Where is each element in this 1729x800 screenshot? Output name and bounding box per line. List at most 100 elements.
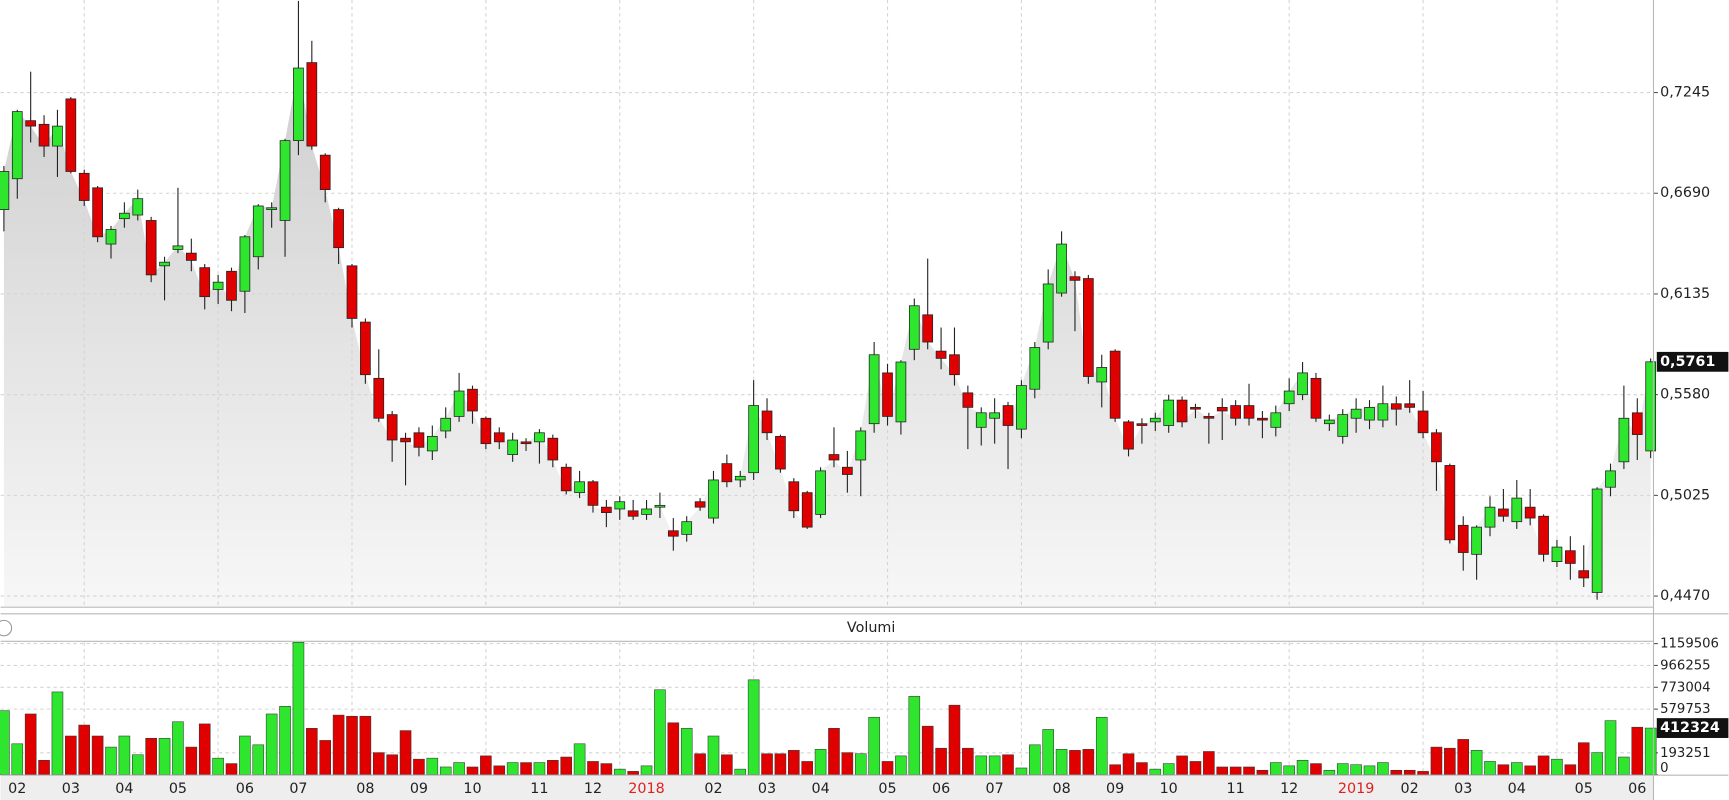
- volume-bar: [547, 760, 559, 775]
- y-tick-label: 0,4470: [1660, 588, 1710, 604]
- volume-bar: [627, 771, 639, 775]
- x-tick-label: 04: [1508, 781, 1526, 797]
- volume-bar: [613, 768, 626, 775]
- candle-body: [1136, 423, 1148, 426]
- candle-body: [694, 501, 706, 508]
- x-tick-label: 02: [1401, 781, 1419, 797]
- volume-bar: [721, 754, 733, 775]
- volume-bar: [332, 714, 345, 775]
- volume-bar: [1604, 720, 1617, 775]
- volume-bar: [921, 725, 934, 775]
- candle-body: [145, 220, 157, 276]
- candle-body: [1605, 470, 1616, 488]
- x-tick-label: 05: [169, 781, 187, 797]
- candle-body: [1337, 414, 1349, 437]
- volume-bar: [1377, 762, 1389, 775]
- candle-body: [1283, 390, 1295, 405]
- volume-bar: [1403, 769, 1416, 775]
- volume-bar: [868, 716, 880, 775]
- volume-bar: [252, 744, 265, 775]
- volume-bar: [306, 728, 318, 775]
- candle-body: [319, 154, 331, 191]
- candle-body: [1230, 405, 1241, 419]
- candle-body: [788, 481, 800, 512]
- volume-bar: [346, 715, 358, 775]
- volume-bar: [172, 721, 184, 775]
- candle-body: [212, 281, 224, 290]
- volume-bar: [265, 713, 278, 775]
- volume-bar: [1095, 716, 1108, 775]
- volume-bar: [1363, 765, 1376, 775]
- candle-body: [935, 350, 947, 359]
- candle-body: [1176, 399, 1188, 423]
- candle-body: [25, 120, 37, 127]
- x-tick-label: 12: [1280, 781, 1298, 797]
- volume-bar: [988, 755, 1001, 775]
- volume-bar: [118, 735, 131, 775]
- candle-body: [413, 432, 425, 448]
- candle-body: [882, 372, 893, 417]
- candle-body: [1471, 526, 1482, 555]
- volume-bar: [1577, 742, 1590, 775]
- volume-bar: [654, 689, 666, 775]
- y-tick-label: 0,5580: [1660, 387, 1710, 403]
- volume-bar: [386, 754, 398, 775]
- candle-body: [226, 270, 237, 301]
- volume-bar: [828, 728, 840, 775]
- volume-bar: [1457, 739, 1470, 775]
- volume-bar: [453, 762, 465, 775]
- volume-bar: [747, 679, 760, 775]
- candle-body: [266, 207, 278, 210]
- x-tick-label: 2019: [1338, 781, 1374, 797]
- x-tick-label: 08: [1052, 781, 1070, 797]
- candle-body: [574, 481, 585, 494]
- candle-body: [467, 388, 478, 412]
- x-tick-label: 09: [1106, 781, 1124, 797]
- candle-body: [1056, 243, 1067, 294]
- candle-body: [1149, 417, 1161, 423]
- volume-bar: [814, 749, 827, 775]
- volume-bar: [1283, 765, 1295, 775]
- candle-body: [440, 417, 452, 432]
- candle-body: [547, 437, 559, 461]
- volume-bar: [239, 735, 251, 775]
- candle-body: [1297, 372, 1308, 396]
- candle-body: [1645, 361, 1657, 452]
- x-tick-label: 05: [878, 781, 896, 797]
- volume-bar: [145, 737, 157, 775]
- candle-body: [159, 261, 170, 267]
- candle-body: [520, 441, 532, 445]
- candle-body: [1498, 508, 1509, 517]
- candle-body: [1203, 416, 1215, 419]
- candle-body: [400, 437, 411, 443]
- volume-bar: [1323, 769, 1336, 775]
- volume-bar: [1537, 755, 1550, 775]
- volume-bar: [1029, 744, 1041, 775]
- volume-bar: [1270, 762, 1282, 775]
- x-tick-label: 10: [463, 781, 481, 797]
- candle-body: [293, 67, 304, 142]
- candle-body: [614, 501, 626, 510]
- candle-body: [1578, 570, 1590, 579]
- volume-bar: [359, 715, 372, 775]
- candle-body: [908, 305, 920, 350]
- candle-body: [828, 454, 840, 461]
- volume-bar: [1417, 771, 1429, 775]
- volume-bar: [78, 724, 91, 775]
- candle-body: [1109, 350, 1121, 419]
- candle-body: [627, 510, 639, 517]
- candle-body: [895, 361, 907, 423]
- volume-bar: [51, 691, 64, 775]
- candle-body: [721, 463, 733, 483]
- volume-bar: [667, 722, 680, 775]
- x-tick-label: 09: [410, 781, 428, 797]
- volume-bar: [1109, 764, 1121, 775]
- volume-bar: [372, 752, 385, 775]
- candle-body: [748, 405, 759, 474]
- candle-body: [1511, 497, 1523, 523]
- candle-body: [1083, 278, 1094, 377]
- volume-bar: [1069, 750, 1081, 775]
- candle-body: [1417, 410, 1429, 434]
- volume-bar: [1082, 749, 1095, 775]
- x-tick-label: 03: [1454, 781, 1472, 797]
